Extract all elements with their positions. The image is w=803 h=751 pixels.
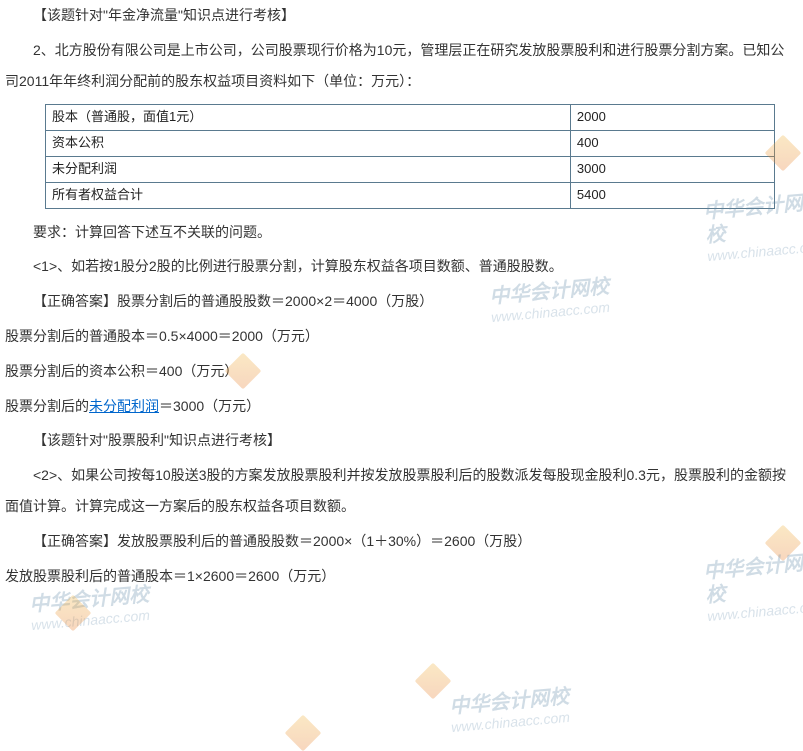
table-cell-value: 400: [570, 131, 774, 157]
knowledge-note: 【该题针对"股票股利"知识点进行考核】: [5, 425, 798, 456]
answer-1-line-4-prefix: 股票分割后的: [5, 398, 89, 414]
header-note: 【该题针对"年金净流量"知识点进行考核】: [5, 0, 798, 31]
watermark-icon: [415, 663, 452, 700]
table-row: 未分配利润 3000: [46, 156, 775, 182]
answer-1-line-2: 股票分割后的普通股本＝0.5×4000＝2000（万元）: [5, 321, 798, 352]
table-cell-value: 5400: [570, 182, 774, 208]
table-cell-label: 所有者权益合计: [46, 182, 571, 208]
question-intro: 2、北方股份有限公司是上市公司，公司股票现行价格为10元，管理层正在研究发放股票…: [5, 35, 798, 97]
table-row: 所有者权益合计 5400: [46, 182, 775, 208]
watermark-main-text: 中华会计网校: [448, 685, 570, 719]
watermark-sub-text: www.chinaacc.com: [451, 709, 572, 736]
watermark-sub-text: www.chinaacc.com: [31, 607, 152, 634]
sub-question-1: <1>、如若按1股分2股的比例进行股票分割，计算股东权益各项目数额、普通股股数。: [5, 251, 798, 282]
sub-question-2: <2>、如果公司按每10股送3股的方案发放股票股利并按发放股票股利后的股数派发每…: [5, 460, 798, 522]
undistributed-profit-link[interactable]: 未分配利润: [89, 398, 159, 414]
answer-2-line-1: 【正确答案】发放股票股利后的普通股股数＝2000×（1＋30%）＝2600（万股…: [5, 526, 798, 557]
table-cell-value: 3000: [570, 156, 774, 182]
watermark: 中华会计网校 www.chinaacc.com: [448, 685, 571, 736]
equity-table: 股本（普通股，面值1元） 2000 资本公积 400 未分配利润 3000 所有…: [45, 104, 775, 208]
table-cell-label: 股本（普通股，面值1元）: [46, 105, 571, 131]
table-cell-label: 资本公积: [46, 131, 571, 157]
answer-1-line-4-suffix: ＝3000（万元）: [159, 398, 260, 414]
answer-1-line-4: 股票分割后的未分配利润＝3000（万元）: [5, 391, 798, 422]
watermark-sub-text: www.chinaacc.com: [707, 598, 803, 625]
answer-1-line-1: 【正确答案】股票分割后的普通股股数＝2000×2＝4000（万股）: [5, 286, 798, 317]
table-cell-value: 2000: [570, 105, 774, 131]
watermark-icon: [285, 715, 322, 751]
table-row: 资本公积 400: [46, 131, 775, 157]
watermark-icon: [55, 595, 92, 632]
answer-1-line-3: 股票分割后的资本公积＝400（万元）: [5, 356, 798, 387]
requirement-text: 要求：计算回答下述互不关联的问题。: [5, 217, 798, 248]
table-cell-label: 未分配利润: [46, 156, 571, 182]
answer-2-line-2: 发放股票股利后的普通股本＝1×2600＝2600（万元）: [5, 561, 798, 592]
table-row: 股本（普通股，面值1元） 2000: [46, 105, 775, 131]
